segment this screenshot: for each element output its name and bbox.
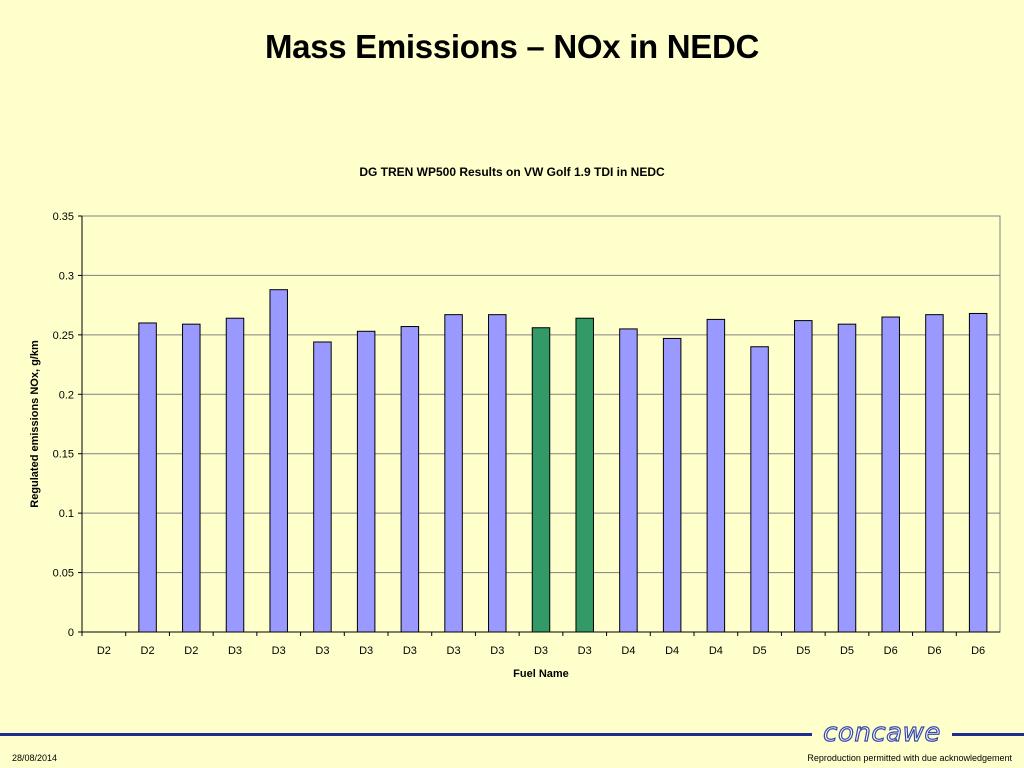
bar bbox=[575, 317, 594, 633]
y-tick-label: 0.25 bbox=[53, 330, 74, 342]
x-tick-label: D3 bbox=[447, 645, 461, 657]
y-tick-labels: 0 0.05 0.1 0.15 0.2 0.25 0.3 0.35 bbox=[53, 211, 74, 639]
y-tick-label: 0.3 bbox=[59, 270, 74, 282]
x-tick-label: D5 bbox=[753, 645, 767, 657]
y-tick-label: 0.15 bbox=[53, 449, 74, 461]
y-tick-label: 0.1 bbox=[59, 508, 74, 520]
x-tick-label: D6 bbox=[927, 645, 941, 657]
bar bbox=[794, 320, 813, 633]
y-tick-label: 0.35 bbox=[53, 211, 74, 223]
x-tick-label: D2 bbox=[141, 645, 155, 657]
x-axis-label: Fuel Name bbox=[513, 668, 569, 680]
y-axis-label: Regulated emissions NOx, g/km bbox=[29, 340, 41, 508]
bar bbox=[531, 327, 551, 633]
bar-chart: 00.050.10.150.20.250.30.35 D2 D2 D2 D3 D3 D3 D… bbox=[29, 165, 1001, 680]
x-tick-label: D6 bbox=[884, 645, 898, 657]
x-tick-label: D4 bbox=[665, 645, 679, 657]
x-tick-label: D3 bbox=[534, 645, 548, 657]
bar bbox=[313, 341, 332, 633]
x-tick-labels: D2 D2 D2 D3 D3 D3 D3 D3 D3 D3 D3 D3 D4 D4 D4 D5 D5 D5 D6 D6… bbox=[97, 645, 985, 657]
x-tick-label: D5 bbox=[796, 645, 810, 657]
bar bbox=[225, 317, 245, 633]
chart-title: DG TREN WP500 Results on VW Golf 1.9 TDI… bbox=[359, 165, 665, 179]
y-tick-label: 0.2 bbox=[59, 389, 74, 401]
bar bbox=[488, 314, 507, 633]
footer-date: 28/08/2014 bbox=[12, 753, 58, 763]
x-tick-label: D3 bbox=[359, 645, 373, 657]
bar bbox=[881, 316, 900, 633]
bars bbox=[81, 289, 988, 636]
y-tick-label: 0.05 bbox=[53, 568, 74, 580]
bar bbox=[356, 330, 376, 633]
footer-divider bbox=[0, 733, 1024, 736]
x-tick-label: D3 bbox=[315, 645, 329, 657]
x-tick-label: D2 bbox=[184, 645, 198, 657]
x-tick-label: D5 bbox=[840, 645, 854, 657]
x-tick-label: D3 bbox=[403, 645, 417, 657]
x-tick-label: D3 bbox=[272, 645, 286, 657]
bar bbox=[444, 314, 463, 633]
x-tick-label: D2 bbox=[97, 645, 111, 657]
bar bbox=[968, 312, 988, 633]
bar bbox=[662, 337, 682, 633]
bar bbox=[837, 323, 857, 633]
bar bbox=[750, 346, 769, 633]
x-tick-label: D4 bbox=[621, 645, 635, 657]
x-tick-label: D3 bbox=[578, 645, 592, 657]
bar bbox=[619, 328, 638, 633]
bar bbox=[706, 318, 726, 633]
x-tick-label: D3 bbox=[228, 645, 242, 657]
bar bbox=[269, 289, 288, 633]
x-tick-label: D3 bbox=[490, 645, 504, 657]
concawe-logo: concawe bbox=[812, 717, 952, 749]
bar bbox=[138, 322, 157, 633]
footer-copyright-note: Reproduction permitted with due acknowle… bbox=[807, 753, 1012, 763]
y-tick-label: 0 bbox=[68, 627, 74, 639]
x-tick-label: D6 bbox=[971, 645, 985, 657]
axes bbox=[81, 216, 1000, 633]
slide-title: Mass Emissions – NOx in NEDC bbox=[264, 28, 760, 65]
bar bbox=[400, 326, 420, 633]
bar bbox=[182, 323, 201, 633]
x-tick-label: D4 bbox=[709, 645, 723, 657]
bar bbox=[925, 314, 944, 633]
